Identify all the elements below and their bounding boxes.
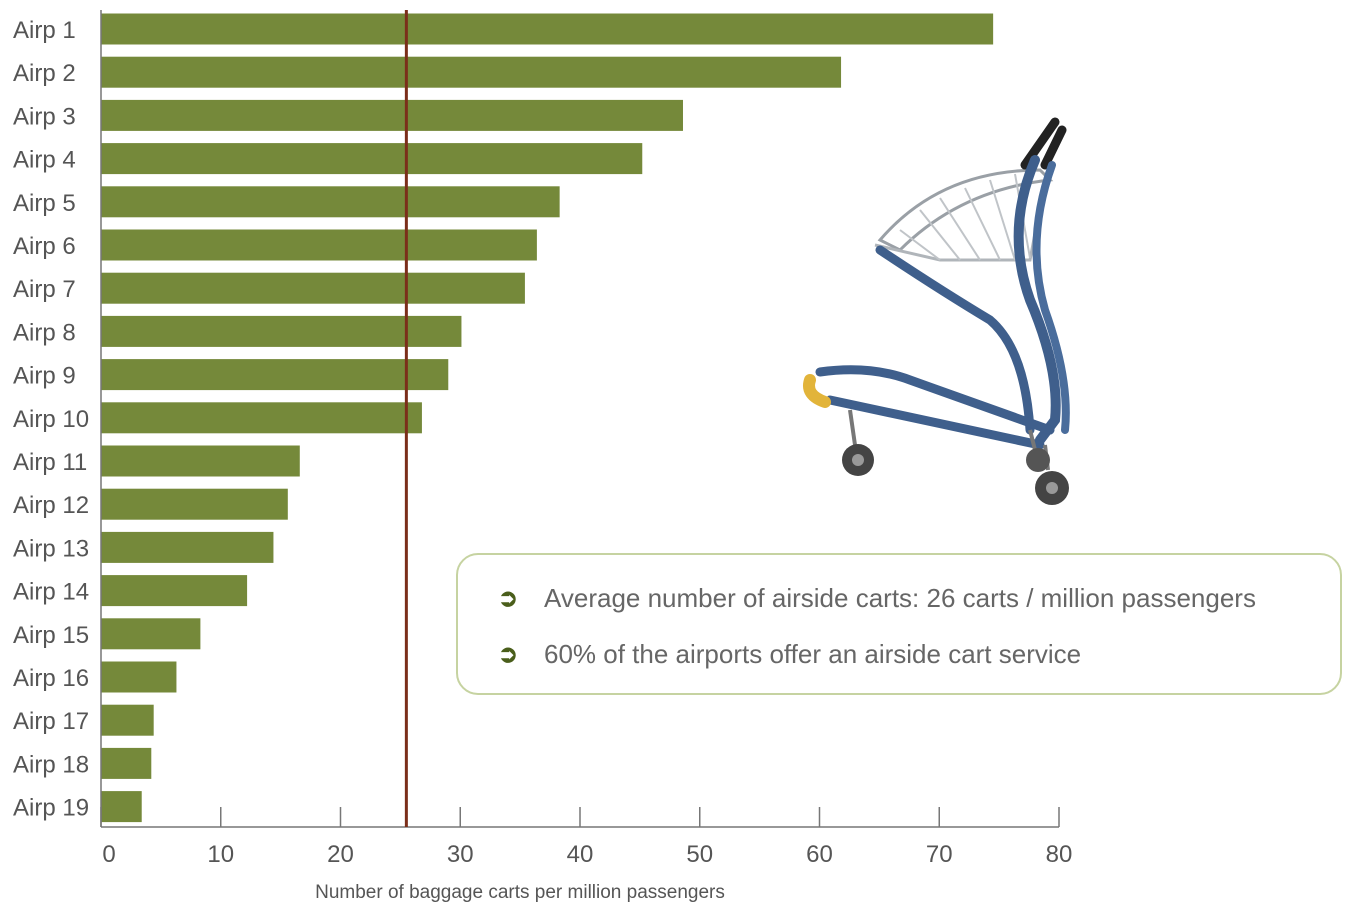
x-tick-label: 40 <box>567 841 594 868</box>
bullet-average: ➲ Average number of airside carts: 26 ca… <box>498 583 1256 614</box>
bar <box>101 618 201 650</box>
x-tick-label: 70 <box>926 841 953 868</box>
bar <box>101 315 462 347</box>
bullet-text: 60% of the airports offer an airside car… <box>544 639 1082 669</box>
category-label: Airp 18 <box>13 751 89 778</box>
category-label: Airp 15 <box>13 622 89 649</box>
category-label: Airp 7 <box>13 276 76 303</box>
category-label: Airp 9 <box>13 363 76 390</box>
bars-group <box>101 13 994 823</box>
bar <box>101 791 142 823</box>
category-label: Airp 8 <box>13 319 76 346</box>
x-tick-label: 80 <box>1046 841 1073 868</box>
category-label: Airp 16 <box>13 665 89 692</box>
x-axis-label: Number of baggage carts per million pass… <box>315 882 725 903</box>
category-label: Airp 11 <box>13 449 87 476</box>
x-tick-label: 60 <box>806 841 833 868</box>
bar <box>101 661 177 693</box>
bar <box>101 143 643 175</box>
category-label: Airp 17 <box>13 708 89 735</box>
category-label: Airp 1 <box>13 17 76 44</box>
category-label: Airp 3 <box>13 103 76 130</box>
bar <box>101 575 248 607</box>
bar <box>101 747 152 779</box>
category-label: Airp 4 <box>13 147 76 174</box>
x-tick-label: 0 <box>102 841 115 868</box>
bullet-text: Average number of airside carts: 26 cart… <box>544 583 1256 613</box>
category-label: Airp 5 <box>13 190 76 217</box>
bar <box>101 402 422 434</box>
bar <box>101 359 449 391</box>
x-tick-label: 20 <box>327 841 354 868</box>
bar <box>101 488 288 520</box>
category-labels: Airp 1 Airp 2 Airp 3 Airp 4 Airp 5 Airp 6 Airp… <box>13 17 89 822</box>
bar <box>101 99 683 131</box>
bar <box>101 56 842 88</box>
arrow-bullet-icon: ➲ <box>498 641 519 668</box>
category-label: Airp 12 <box>13 492 89 519</box>
info-box: ➲ Average number of airside carts: 26 ca… <box>456 553 1342 695</box>
category-label: Airp 14 <box>13 579 89 606</box>
bar <box>101 229 537 261</box>
category-label: Airp 19 <box>13 795 89 822</box>
bar <box>101 445 300 477</box>
bullet-share: ➲ 60% of the airports offer an airside c… <box>498 639 1081 670</box>
axes: 0 10 20 30 40 50 60 70 80 <box>100 10 1073 868</box>
bar <box>101 272 525 304</box>
x-tick-label: 10 <box>207 841 234 868</box>
arrow-bullet-icon: ➲ <box>498 585 519 612</box>
x-tick-label: 30 <box>447 841 474 868</box>
category-label: Airp 6 <box>13 233 76 260</box>
bar <box>101 704 154 736</box>
category-label: Airp 10 <box>13 406 89 433</box>
category-label: Airp 2 <box>13 60 76 87</box>
x-ticks: 0 10 20 30 40 50 60 70 80 <box>100 807 1073 868</box>
bar <box>101 13 994 45</box>
x-tick-label: 50 <box>686 841 713 868</box>
bar <box>101 186 560 218</box>
baggage-cart-icon <box>803 117 1070 505</box>
bar <box>101 531 274 563</box>
category-label: Airp 13 <box>13 535 89 562</box>
